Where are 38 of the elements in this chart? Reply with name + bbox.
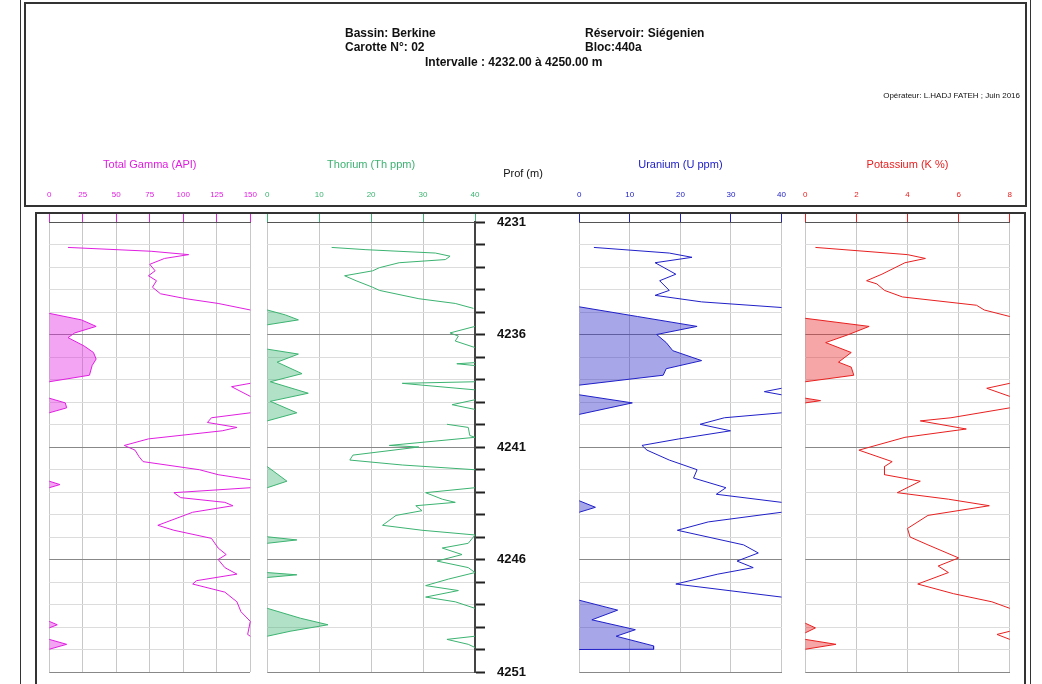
- y-tick-label: 4241: [497, 438, 526, 454]
- y-tick-label: 4236: [497, 326, 526, 342]
- y-tick-label: 4251: [497, 663, 526, 679]
- x-tick-label: 10: [314, 190, 325, 200]
- x-tick-label: 75: [145, 190, 155, 200]
- x-tick-label: 30: [726, 190, 736, 200]
- text: Bloc:440a: [585, 40, 642, 54]
- x-tick-label: 40: [777, 190, 787, 200]
- y-tick-label: 4231: [497, 213, 526, 229]
- x-tick-label: 150: [243, 190, 258, 200]
- x-tick-label: 20: [675, 190, 686, 200]
- x-axis-title: Potassium (K %): [866, 157, 949, 170]
- x-tick-label: 4: [905, 190, 911, 200]
- x-tick-label: 100: [176, 190, 191, 200]
- x-tick-label: 20: [366, 190, 377, 200]
- x-tick-label: 8: [1007, 190, 1013, 200]
- x-tick-label: 10: [625, 190, 635, 200]
- text: Carotte N°: 02: [345, 40, 425, 54]
- x-tick-label: 2: [854, 190, 860, 200]
- x-axis-title: Thorium (Th ppm): [327, 157, 416, 170]
- x-tick-label: 40: [470, 190, 480, 200]
- x-axis-title: Total Gamma (API): [103, 157, 197, 170]
- text: Réservoir: Siégenien: [585, 26, 705, 40]
- text: Intervalle : 4232.00 à 4250.00 m: [425, 55, 603, 69]
- y-tick-label: 4246: [497, 551, 526, 567]
- x-tick-label: 0: [265, 190, 270, 200]
- text: Bassin: Berkine: [345, 26, 436, 40]
- x-tick-label: 0: [803, 190, 808, 200]
- x-tick-label: 50: [111, 190, 122, 200]
- x-tick-label: 25: [78, 190, 88, 200]
- x-tick-label: 0: [47, 190, 52, 200]
- x-tick-label: 30: [418, 190, 429, 200]
- y-axis-title: Prof (m): [503, 166, 543, 180]
- text: Opérateur: L.HADJ FATEH ; Juin 2016: [883, 91, 1020, 100]
- x-tick-label: 125: [210, 190, 225, 200]
- x-tick-label: 6: [956, 190, 962, 200]
- x-axis-title: Uranium (U ppm): [638, 157, 723, 170]
- x-tick-label: 0: [577, 190, 582, 200]
